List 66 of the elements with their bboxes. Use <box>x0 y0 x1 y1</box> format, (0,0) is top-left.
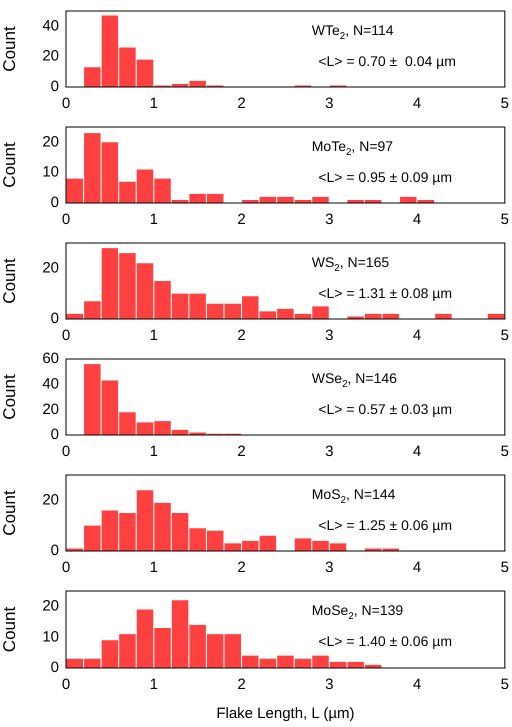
x-tick-label: 5 <box>500 95 509 112</box>
y-axis-title: Count <box>0 374 19 420</box>
y-tick-label: 0 <box>50 426 59 444</box>
x-tick-label: 4 <box>412 559 422 576</box>
y-tick-label: 20 <box>42 491 59 508</box>
x-tick-label: 3 <box>325 327 334 344</box>
x-tick-label: 1 <box>150 95 158 112</box>
x-tick-label: 3 <box>325 559 334 576</box>
x-tick-label: 1 <box>150 211 158 228</box>
y-tick-label: 20 <box>42 400 59 418</box>
x-tick-label: 3 <box>325 211 334 228</box>
x-tick-label: 4 <box>412 95 422 112</box>
x-tick-label: 3 <box>325 443 334 460</box>
x-tick-label: 2 <box>237 211 246 228</box>
y-axis-title: Count <box>0 490 19 536</box>
y-axis-title: Count <box>0 606 19 652</box>
y-tick-label: 0 <box>50 542 59 560</box>
annotation: <L> = 1.31 ± 0.08 µm <box>318 285 452 301</box>
y-tick-label: 0 <box>50 310 59 328</box>
y-tick-label: 60 <box>42 350 59 368</box>
x-tick-label: 5 <box>500 211 509 228</box>
x-tick-label: 0 <box>62 559 70 576</box>
x-tick-label: 5 <box>500 327 509 344</box>
x-tick-label: 5 <box>500 676 509 694</box>
x-tick-label: 0 <box>62 327 70 344</box>
annotation: <L> = 0.57 ± 0.03 µm <box>318 401 452 417</box>
y-axis-title: Count <box>0 26 19 72</box>
x-tick-label: 2 <box>237 443 246 460</box>
x-tick-label: 4 <box>412 211 422 228</box>
y-tick-label: 0 <box>50 78 59 96</box>
y-tick-label: 10 <box>42 164 59 181</box>
x-tick-label: 4 <box>412 676 422 694</box>
x-tick-label: 2 <box>237 559 246 576</box>
annotation: <L> = 0.95 ± 0.09 µm <box>318 169 452 185</box>
x-tick-label: 1 <box>150 443 158 460</box>
annotation: <L> = 1.40 ± 0.06 µm <box>318 633 452 649</box>
x-axis-title: Flake Length, L (µm) <box>216 705 354 722</box>
x-tick-label: 0 <box>62 676 70 694</box>
x-tick-label: 3 <box>325 676 334 694</box>
x-tick-label: 5 <box>500 443 509 460</box>
y-axis-title: Count <box>0 258 19 304</box>
annotation: <L> = 0.70 ± 0.04 µm <box>318 53 456 69</box>
x-tick-label: 1 <box>150 559 158 576</box>
x-tick-label: 0 <box>62 443 70 460</box>
y-tick-label: 0 <box>50 194 59 212</box>
x-tick-label: 0 <box>62 95 70 112</box>
x-tick-label: 3 <box>325 95 334 112</box>
y-tick-label: 0 <box>50 659 59 676</box>
y-axis-title: Count <box>0 142 19 188</box>
x-tick-label: 2 <box>237 676 246 694</box>
x-tick-label: 2 <box>237 95 246 112</box>
y-tick-label: 20 <box>42 48 59 65</box>
annotation: <L> = 1.25 ± 0.06 µm <box>318 517 452 533</box>
y-tick-label: 10 <box>42 628 59 646</box>
x-tick-label: 5 <box>500 559 509 576</box>
x-tick-label: 0 <box>62 211 70 228</box>
x-tick-label: 1 <box>150 676 158 694</box>
x-tick-label: 1 <box>150 327 158 344</box>
y-tick-label: 20 <box>42 598 59 615</box>
x-tick-label: 2 <box>237 327 246 344</box>
x-tick-label: 4 <box>412 327 422 344</box>
y-tick-label: 40 <box>42 375 59 392</box>
y-tick-label: 20 <box>42 259 59 276</box>
y-tick-label: 20 <box>42 133 59 150</box>
y-tick-label: 40 <box>42 17 59 34</box>
x-tick-label: 4 <box>412 443 422 460</box>
